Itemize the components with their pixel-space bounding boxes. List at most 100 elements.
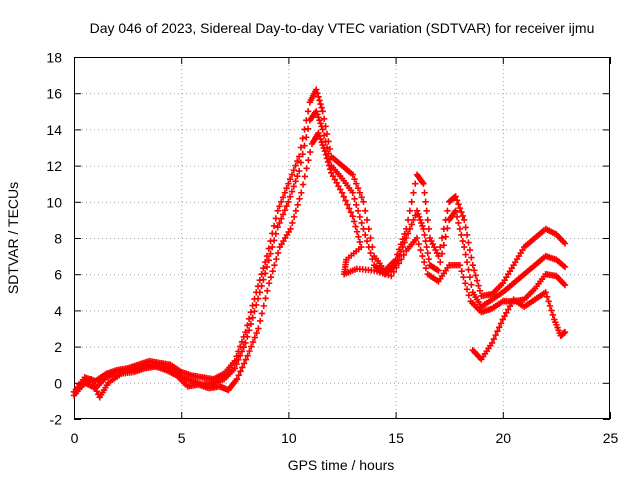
data-point-marker [460,274,467,281]
data-point-marker [317,135,324,143]
data-point-marker [456,204,464,212]
data-point-marker [315,93,322,101]
data-point-marker [340,193,347,200]
data-point-marker [271,261,278,269]
data-point-marker [289,219,296,227]
data-point-marker [367,234,374,242]
data-point-marker [238,348,246,355]
data-point-marker [413,234,421,242]
data-point-marker [338,189,346,196]
axis-ticks: 0 5 10 15 20 25 -2 0 2 4 6 8 10 12 14 16 18 [46,50,618,447]
data-point-marker [269,243,276,251]
data-point-marker [318,138,325,146]
data-point-marker [329,172,337,180]
data-point-marker [459,212,466,220]
data-point-marker [292,178,299,185]
series-track-2 [70,108,569,399]
data-point-marker [422,264,430,272]
data-point-marker [545,298,552,305]
data-point-marker [417,216,424,224]
data-point-marker [455,201,462,208]
data-point-marker [365,243,372,251]
data-point-marker [546,302,554,310]
data-point-marker [245,315,253,323]
data-point-marker [506,302,514,310]
data-point-marker [499,316,506,323]
data-point-marker [319,126,326,133]
data-point-marker [276,203,283,210]
data-point-marker [288,188,296,195]
data-point-marker [365,225,372,233]
data-point-marker [233,360,240,368]
data-point-marker [420,225,427,233]
y-tick-label: -2 [50,412,63,428]
data-point-marker [406,225,414,233]
data-point-marker [435,267,442,274]
y-tick-label: 4 [54,303,62,319]
data-point-marker [317,100,324,108]
data-point-marker [415,213,423,221]
data-point-marker [258,271,265,278]
data-point-marker [354,207,362,215]
data-point-marker [395,260,403,267]
data-point-marker [404,216,412,224]
data-point-marker [260,264,267,272]
y-tick-label: 6 [54,267,62,283]
data-point-marker [316,97,323,104]
data-point-marker [272,215,280,222]
data-point-marker [294,157,301,165]
data-point-marker [279,194,287,201]
x-tick-label: 25 [603,430,619,446]
data-point-marker [249,314,256,321]
y-tick-label: 14 [46,122,62,138]
data-point-marker [472,272,479,279]
x-axis-label: GPS time / hours [288,457,395,473]
data-point-marker [342,197,349,204]
y-tick-label: 0 [54,375,62,391]
data-point-marker [247,320,255,328]
data-point-marker [244,333,251,340]
data-point-marker [251,308,258,315]
chart-title: Day 046 of 2023, Sidereal Day-to-day VTE… [90,20,595,36]
data-point-marker [270,222,278,230]
data-point-marker [353,180,360,187]
data-point-marker [320,115,328,123]
x-tick-label: 5 [178,430,186,446]
data-point-marker [251,334,259,341]
data-point-marker [456,225,464,233]
data-point-marker [265,280,273,287]
data-point-marker [423,207,430,215]
y-tick-label: 2 [54,339,62,355]
data-point-marker [488,339,496,347]
data-point-marker [314,111,321,118]
data-point-marker [297,144,305,151]
data-point-marker [248,343,255,350]
data-point-marker [242,356,250,363]
data-point-marker [465,239,472,246]
data-point-marker [455,219,462,227]
data-point-marker [296,195,303,202]
data-point-marker [345,205,353,212]
x-tick-label: 10 [281,430,297,446]
data-point-marker [267,274,275,281]
data-point-marker [444,207,451,215]
data-point-marker [543,293,551,301]
data-point-marker [400,251,408,259]
data-point-marker [316,117,323,124]
data-point-marker [356,238,364,246]
data-point-marker [356,189,364,196]
data-point-marker [561,281,569,289]
series-track-4 [469,289,569,363]
data-point-marker [335,182,342,190]
data-point-marker [306,148,314,156]
data-point-marker [292,207,300,215]
data-point-marker [246,347,253,355]
data-point-marker [262,295,269,302]
data-point-marker [458,208,465,216]
data-point-marker [301,142,308,149]
data-point-marker [303,165,310,172]
data-point-marker [319,141,326,149]
data-point-marker [462,224,469,231]
data-point-marker [313,86,320,93]
data-point-marker [318,104,325,111]
